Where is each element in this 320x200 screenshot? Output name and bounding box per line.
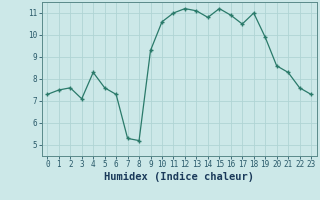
X-axis label: Humidex (Indice chaleur): Humidex (Indice chaleur)	[104, 172, 254, 182]
